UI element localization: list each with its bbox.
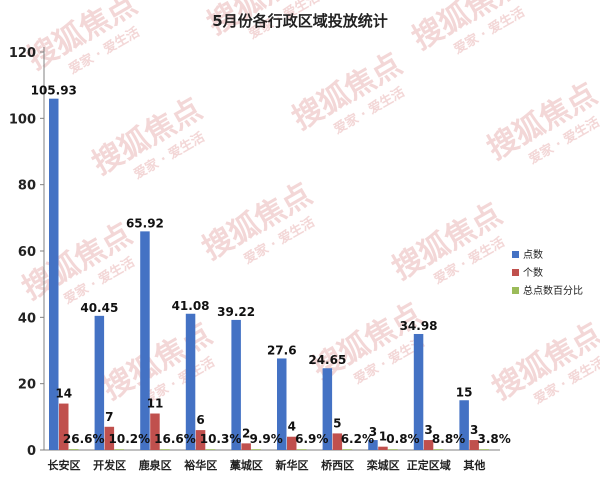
data-label: 27.6	[267, 343, 297, 357]
chart-title: 5月份各行政区域投放统计	[212, 12, 387, 30]
data-label: 3.8%	[478, 432, 511, 446]
data-label: 41.08	[172, 299, 210, 313]
bar-3	[297, 449, 307, 450]
x-tick-label: 新华区	[276, 458, 309, 472]
bar-3	[251, 449, 261, 450]
data-label: 65.92	[126, 216, 164, 230]
y-tick-label: 40	[18, 311, 36, 326]
x-tick-label: 开发区	[93, 458, 126, 472]
legend-swatch	[512, 251, 519, 258]
y-tick-label: 20	[18, 378, 36, 393]
bar-3	[69, 449, 79, 450]
x-tick-label: 藁城区	[229, 458, 263, 472]
data-label: 34.98	[400, 319, 438, 333]
x-tick-label: 裕华区	[183, 458, 217, 472]
legend-label: 个数	[523, 266, 543, 279]
data-label: 6.9%	[295, 432, 328, 446]
data-label: 0.8%	[386, 432, 419, 446]
data-label: 10.2%	[109, 432, 151, 446]
data-label: 9.9%	[250, 432, 283, 446]
y-tick-label: 60	[18, 245, 36, 260]
bar-3	[160, 449, 170, 450]
data-label: 39.22	[217, 305, 255, 319]
bar-3	[343, 449, 353, 450]
data-label: 7	[105, 410, 113, 424]
data-label: 6	[196, 413, 204, 427]
data-label: 11	[147, 397, 164, 411]
x-tick-label: 正定区域	[407, 458, 451, 472]
data-label: 26.6%	[63, 432, 105, 446]
y-tick-label: 120	[9, 46, 36, 61]
data-label: 8.8%	[432, 432, 465, 446]
data-label: 3	[369, 425, 377, 439]
bar-3	[388, 449, 398, 450]
x-tick-label: 桥西区	[321, 458, 354, 472]
x-tick-label: 其他	[463, 458, 485, 472]
data-label: 105.93	[31, 84, 77, 98]
y-tick-label: 80	[18, 179, 36, 194]
y-tick-label: 0	[27, 444, 36, 459]
legend-swatch	[512, 287, 519, 294]
bar-3	[479, 449, 489, 450]
data-label: 14	[55, 387, 72, 401]
data-label: 10.3%	[200, 432, 242, 446]
legend-label: 点数	[523, 248, 543, 261]
bar-3	[115, 449, 125, 450]
bar-1	[186, 314, 196, 450]
y-tick-label: 100	[9, 112, 36, 127]
data-label: 16.6%	[154, 432, 196, 446]
x-tick-label: 鹿泉区	[139, 458, 172, 472]
data-label: 24.65	[308, 353, 346, 367]
bar-1	[140, 231, 150, 450]
bar-3	[434, 449, 444, 450]
x-tick-label: 长安区	[48, 458, 81, 472]
legend-swatch	[512, 269, 519, 276]
bar-1	[95, 316, 105, 450]
legend-label: 总点数百分比	[523, 284, 583, 297]
data-label: 15	[456, 385, 473, 399]
data-label: 40.45	[80, 301, 118, 315]
bar-2	[378, 447, 388, 450]
bar-1	[231, 320, 241, 450]
x-tick-label: 栾城区	[366, 458, 400, 472]
bar-3	[206, 449, 216, 450]
data-label: 5	[333, 416, 341, 430]
